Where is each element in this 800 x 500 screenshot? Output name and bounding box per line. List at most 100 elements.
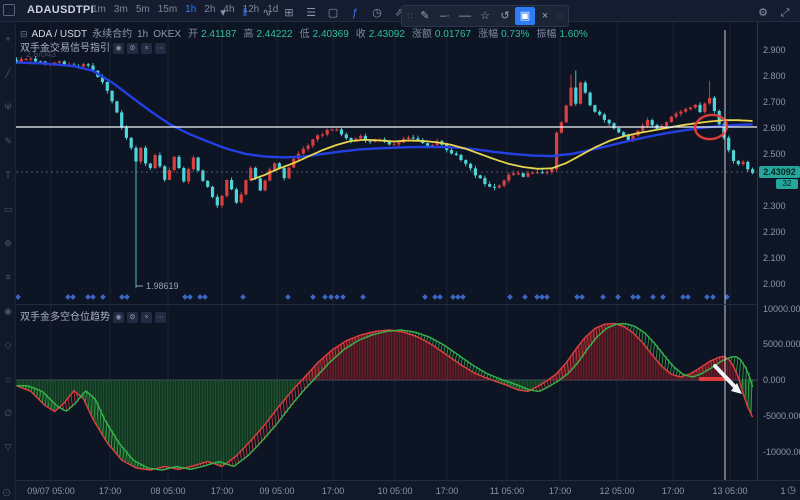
time-axis-label: 11 05:00 — [489, 486, 525, 496]
left-tool-icon-6[interactable]: ⊕ — [4, 238, 12, 248]
timeframe-1m[interactable]: 1m — [92, 4, 106, 15]
drag-handle-icon[interactable]: ∷ — [407, 11, 413, 21]
ohlc-field-label: 低 — [299, 29, 310, 40]
price-axis-label: 2.100 — [763, 253, 786, 263]
left-tool-icon-0[interactable]: ⌖ — [5, 34, 11, 44]
interval-dropdown-icon[interactable]: ▾ — [220, 7, 226, 19]
left-tool-icon-7[interactable]: ≡ — [5, 272, 11, 282]
clone-tool-icon[interactable]: ▣ — [515, 7, 535, 25]
delete-icon[interactable]: × — [141, 311, 152, 323]
settings-gear-icon[interactable]: ⚙ — [758, 7, 768, 19]
eye-icon[interactable]: ◉ — [113, 42, 124, 54]
price-axis-label: 2.000 — [763, 279, 786, 289]
contract-type: 永续合约 — [92, 29, 133, 40]
settings-icon[interactable]: ⚙ — [127, 42, 138, 54]
horizontal-line-tool-icon[interactable]: –– — [458, 10, 472, 22]
left-drawing-sidebar: ⌖ ╱ Ψ ✎ T ▭ ⊕ ≡ ◉ ◇ ⌂ ∅ ▽ — [0, 22, 16, 500]
left-tool-icon-12[interactable]: ▽ — [4, 442, 12, 452]
osc-slow-line — [16, 323, 754, 471]
price-axis-label: 2.200 — [763, 227, 786, 237]
timeframe-2h[interactable]: 2h — [204, 4, 216, 15]
osc-fast-line — [16, 322, 754, 471]
timeframe-1h[interactable]: 1h — [185, 4, 197, 15]
time-axis-label: 13 05:00 — [712, 486, 748, 496]
price-axis-label: 2.700 — [763, 97, 786, 107]
brush-tool-icon[interactable]: ✎ — [420, 10, 430, 22]
ohlc-field-value: 2.44222 — [256, 29, 293, 40]
price-axis[interactable]: 2.43092 32 2.900 2.800 2.700 2.600 2.500 2.30… — [757, 22, 800, 480]
time-axis-label: 17:00 — [98, 486, 122, 496]
left-tool-icon-2[interactable]: Ψ — [4, 102, 12, 112]
template-icon[interactable]: ▢ — [327, 7, 339, 19]
left-tool-icon-10[interactable]: ⌂ — [5, 374, 11, 384]
timeframe-15m[interactable]: 15m — [157, 4, 178, 15]
timeframe-4h[interactable]: 4h — [223, 4, 235, 15]
ohlc-info-row: ⊟ ADA / USDT 永续合约 1h OKEX 开 2.41187 高 2.44222 低 2.… — [20, 25, 588, 40]
candle-chart-icon[interactable]: ‖ — [242, 7, 248, 19]
indicators-icon[interactable]: ƒ — [351, 7, 359, 19]
clock-icon[interactable]: ◷ — [787, 485, 796, 496]
more-icon[interactable]: ⋯ — [155, 311, 166, 323]
price-axis-label: 2.800 — [763, 71, 786, 81]
alarm-icon[interactable]: ◷ — [372, 7, 382, 19]
symbol-name[interactable]: ADAUSDTPI — [27, 4, 94, 16]
ohlc-field-value: 0.73% — [501, 29, 530, 40]
time-axis-label: 10 05:00 — [377, 486, 413, 496]
menu-icon[interactable] — [3, 4, 15, 16]
delete-icon[interactable]: × — [141, 42, 152, 54]
time-axis-label: 08 05:00 — [150, 486, 186, 496]
eye-icon[interactable]: ◉ — [113, 311, 124, 323]
pair-name[interactable]: ADA / USDT — [31, 29, 88, 40]
price-axis-label: 2.600 — [763, 123, 786, 133]
osc-axis-label: 0.000 — [763, 375, 786, 385]
left-tool-icon-5[interactable]: ▭ — [3, 204, 13, 214]
favorites-icon[interactable]: ☆ — [480, 10, 490, 22]
timeframe-5m[interactable]: 5m — [135, 4, 150, 15]
exchange-name: OKEX — [153, 29, 182, 40]
left-tool-icon-8[interactable]: ◉ — [4, 306, 12, 316]
ohlc-field-label: 收 — [355, 29, 366, 40]
more-icon[interactable]: ⋯ — [155, 42, 166, 54]
timeframe-12h[interactable]: 12h — [242, 4, 260, 15]
price-axis-label: 2.900 — [763, 45, 786, 55]
close-icon[interactable]: × — [541, 10, 549, 22]
osc-axis-label: 5000.000 — [763, 339, 800, 350]
collapse-icon[interactable]: ⊟ — [20, 29, 28, 39]
ohlc-field-value: 2.40369 — [312, 29, 349, 40]
left-tool-icon-9[interactable]: ◇ — [4, 340, 12, 350]
time-axis[interactable]: ◷ 09/07 05:00 17:00 08 05:00 17:00 09 05:00 1… — [16, 480, 800, 500]
ohlc-field-label: 振幅 — [536, 29, 557, 40]
timeframe-1d[interactable]: 1d — [267, 4, 279, 15]
fullscreen-icon[interactable]: ⤢ — [780, 7, 790, 19]
time-axis-label: 09/07 05:00 — [27, 486, 75, 496]
timeframe-list: 1m 3m 5m 15m 1h 2h 4h 12h 1d — [88, 4, 282, 15]
ohlc-field-value: 1.60% — [559, 29, 588, 40]
trend-line-tool-icon[interactable]: –· — [440, 10, 450, 22]
layout-rows-icon[interactable]: ☰ — [306, 7, 316, 19]
main-indicator-row: 双手金交易信号指引 ◉ ⚙ × ⋯ — [20, 39, 166, 54]
left-tool-icon-3[interactable]: ✎ — [4, 136, 12, 146]
main-indicator-label[interactable]: 双手金交易信号指引 — [20, 43, 110, 54]
left-tool-icon-11[interactable]: ∅ — [4, 408, 12, 418]
left-tool-icon-1[interactable]: ╱ — [5, 68, 11, 78]
time-axis-label: 17:00 — [661, 486, 685, 496]
drag-handle-icon[interactable]: ∷ — [557, 11, 563, 21]
settings-icon[interactable]: ⚙ — [127, 311, 138, 323]
sub-indicator-label[interactable]: 双手金多空仓位趋势 — [20, 312, 110, 323]
topbar-right-icons: ⚙ ⤢ — [752, 3, 796, 21]
indicator-controls: ◉ ⚙ × ⋯ — [110, 42, 166, 54]
ohlc-field-label: 涨幅 — [478, 29, 499, 40]
time-axis-label: 17:00 — [321, 486, 345, 496]
timeframe-3m[interactable]: 3m — [113, 4, 128, 15]
panel-divider[interactable] — [16, 304, 757, 305]
left-tool-icon-4[interactable]: T — [5, 170, 11, 180]
line-chart-icon[interactable]: ∿ — [262, 7, 272, 19]
undo-icon[interactable]: ↺ — [500, 10, 510, 22]
ohlc-field-label: 涨额 — [411, 29, 432, 40]
osc-axis-label: -5000.000 — [763, 410, 800, 421]
price-axis-label: 2.300 — [763, 201, 786, 211]
share-icon[interactable]: ⇗ — [394, 7, 404, 19]
compare-icon[interactable]: ⊞ — [284, 7, 294, 19]
